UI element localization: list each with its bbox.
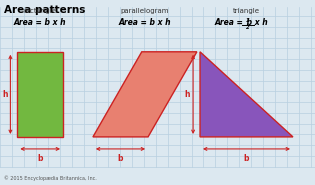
Text: 2: 2: [246, 25, 250, 30]
Text: rectangle: rectangle: [24, 8, 57, 14]
Text: b: b: [244, 154, 249, 164]
Text: 1: 1: [246, 18, 250, 23]
Polygon shape: [93, 52, 197, 137]
Text: b: b: [37, 154, 43, 164]
Text: triangle: triangle: [233, 8, 260, 14]
Bar: [17, 52, 63, 137]
Text: Area = b x h: Area = b x h: [14, 18, 66, 27]
Text: b x h: b x h: [244, 18, 268, 27]
Text: Area patterns: Area patterns: [4, 5, 85, 15]
Text: h: h: [2, 90, 8, 99]
Text: © 2015 Encyclopædia Britannica, Inc.: © 2015 Encyclopædia Britannica, Inc.: [4, 175, 97, 181]
Text: b: b: [118, 154, 123, 164]
Text: Area = b x h: Area = b x h: [119, 18, 171, 27]
Text: parallelogram: parallelogram: [121, 8, 169, 14]
Text: h: h: [185, 90, 190, 99]
Polygon shape: [200, 52, 293, 137]
Text: Area =: Area =: [215, 18, 243, 27]
